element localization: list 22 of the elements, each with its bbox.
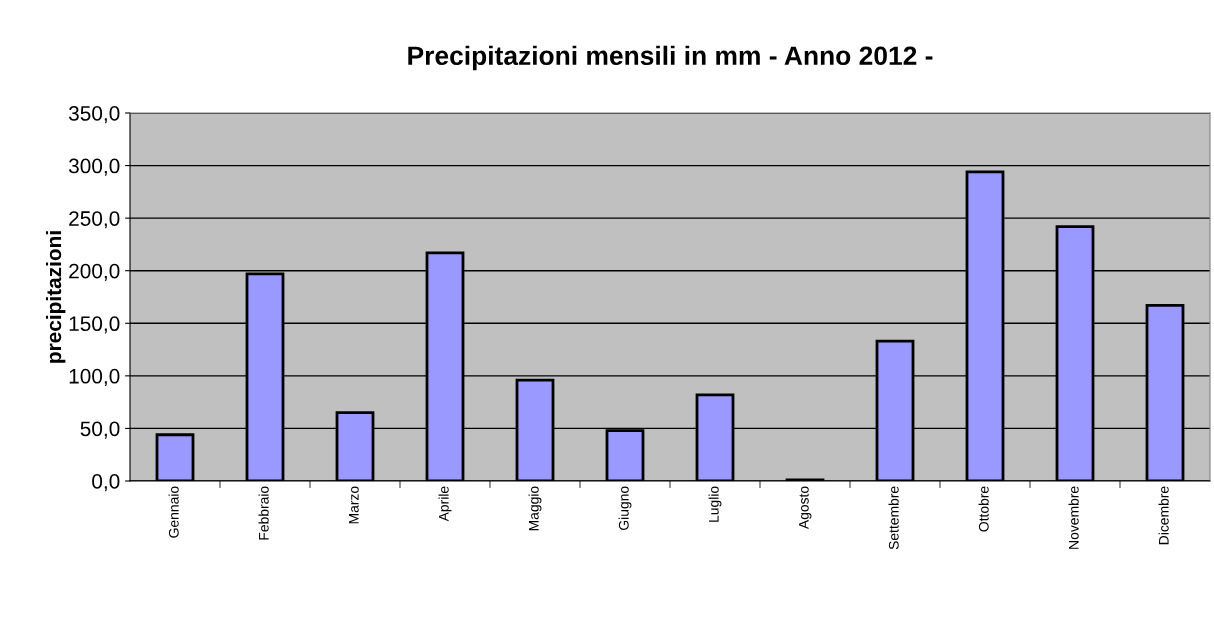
- x-tick-label: Maggio: [528, 486, 542, 531]
- x-tick-label: Ottobre: [978, 486, 989, 532]
- y-tick-label: 50,0: [80, 421, 120, 439]
- y-tick-label: 200,0: [69, 263, 120, 281]
- x-tick-label: Settembre: [888, 486, 899, 550]
- x-tick-label: Gennaio: [168, 486, 179, 538]
- x-tick-label: Febbraio: [258, 486, 269, 540]
- y-tick-label: 0,0: [92, 474, 120, 492]
- x-tick-label: Luglio: [708, 486, 722, 522]
- x-tick-label: Marzo: [349, 486, 359, 524]
- y-tick-label: 300,0: [68, 158, 120, 176]
- x-tick-label: Giugno: [618, 486, 632, 530]
- x-tick-label: Novembre: [1068, 486, 1079, 549]
- x-tick-label: Aprile: [438, 486, 452, 522]
- y-tick-label: 350,0: [68, 106, 120, 124]
- y-tick-label: 150,0: [69, 316, 120, 334]
- y-tick-label: 100,0: [69, 368, 120, 387]
- chart-title: Precipitazioni mensili in mm - Anno 2012 -: [408, 45, 933, 71]
- x-tick-label: Agosto: [799, 486, 812, 530]
- y-axis-title: precipitazioni: [45, 231, 66, 363]
- x-tick-label: Dicembre: [1158, 486, 1169, 545]
- y-tick-label: 250,0: [69, 211, 120, 229]
